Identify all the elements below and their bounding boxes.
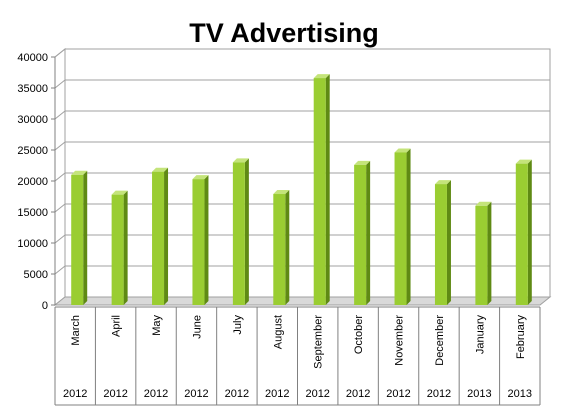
bar-may xyxy=(152,167,169,305)
bar-march xyxy=(71,170,88,305)
category-table: March 2012 April 2012 May 2012 June 2012 July 201… xyxy=(54,306,541,406)
year-label: 2012 xyxy=(427,388,451,400)
year-label: 2012 xyxy=(265,388,289,400)
year-label: 2013 xyxy=(508,388,532,400)
gridlines xyxy=(54,48,550,275)
gridline-diagonal xyxy=(54,110,66,120)
y-tick-label: 0 xyxy=(42,300,48,312)
bar-front xyxy=(354,164,367,305)
category-label: August xyxy=(272,315,284,349)
bar-top xyxy=(394,148,411,153)
bar-top xyxy=(515,159,532,164)
bar-front xyxy=(111,194,124,305)
category-label: November xyxy=(394,315,406,366)
y-tick-label: 40000 xyxy=(17,52,48,64)
bar-top xyxy=(475,201,492,206)
bar-side xyxy=(244,158,249,305)
gridline-diagonal xyxy=(54,141,66,151)
y-tick-label: 35000 xyxy=(17,83,48,95)
y-axis-ticks: 0 5000 10000 15000 20000 25000 30000 35000 40000 xyxy=(17,52,56,312)
y-tick-label: 20000 xyxy=(17,176,48,188)
year-label: 2013 xyxy=(467,388,491,400)
bar-july xyxy=(232,158,249,305)
gridline-diagonal xyxy=(54,79,66,89)
gridline-diagonal xyxy=(54,203,66,213)
bar-side xyxy=(83,170,88,305)
category-label: May xyxy=(151,315,163,336)
y-tick-label: 30000 xyxy=(17,114,48,126)
bar-front xyxy=(515,163,528,305)
category-label: October xyxy=(353,315,365,354)
year-label: 2012 xyxy=(386,388,410,400)
category-label: December xyxy=(434,315,446,366)
bar-june xyxy=(192,175,209,305)
bar-front xyxy=(273,194,286,305)
y-tick-label: 10000 xyxy=(17,238,48,250)
bar-december xyxy=(434,180,451,305)
year-label: 2012 xyxy=(305,388,329,400)
year-label: 2012 xyxy=(144,388,168,400)
bar-january xyxy=(475,201,492,305)
bar-front xyxy=(71,174,84,305)
bar-side xyxy=(487,201,492,305)
year-label: 2012 xyxy=(103,388,127,400)
gridline-diagonal xyxy=(54,172,66,182)
category-label: January xyxy=(474,315,486,355)
bar-front xyxy=(192,179,205,305)
bar-side xyxy=(204,175,209,305)
bar-front xyxy=(152,171,165,305)
bar-top xyxy=(354,160,371,165)
category-label: June xyxy=(191,315,203,339)
category-label: March xyxy=(70,315,82,346)
bar-top xyxy=(192,175,209,180)
y-tick-label: 5000 xyxy=(24,269,48,281)
chart-title: TV Advertising xyxy=(189,18,379,48)
bar-side xyxy=(325,74,330,305)
bar-top xyxy=(152,167,169,172)
bar-front xyxy=(394,152,407,305)
year-label: 2012 xyxy=(184,388,208,400)
category-label: September xyxy=(313,315,325,369)
bar-february xyxy=(515,159,532,305)
bar-side xyxy=(446,180,451,305)
bar-side xyxy=(406,148,411,305)
bar-top xyxy=(232,158,249,163)
bar-side xyxy=(285,190,290,305)
bar-side xyxy=(527,159,532,305)
y-tick-label: 15000 xyxy=(17,207,48,219)
category-label: April xyxy=(111,315,123,337)
bar-front xyxy=(313,78,326,305)
bar-side xyxy=(366,160,371,305)
gridline-diagonal xyxy=(54,48,66,58)
gridline-diagonal xyxy=(54,234,66,244)
bar-april xyxy=(111,190,128,305)
bar-top xyxy=(434,180,451,185)
bar-top xyxy=(71,170,88,175)
category-label: February xyxy=(515,315,527,360)
year-label: 2012 xyxy=(63,388,87,400)
bar-top xyxy=(313,74,330,79)
bar-november xyxy=(394,148,411,305)
bars xyxy=(71,74,532,305)
floor xyxy=(53,296,552,306)
bar-top xyxy=(111,190,128,195)
bar-front xyxy=(434,184,447,305)
bar-september xyxy=(313,74,330,305)
gridline-diagonal xyxy=(54,265,66,275)
category-label: July xyxy=(232,315,244,335)
y-tick-label: 25000 xyxy=(17,145,48,157)
bar-front xyxy=(232,162,245,305)
bar-top xyxy=(273,190,290,195)
year-label: 2012 xyxy=(346,388,370,400)
bar-august xyxy=(273,190,290,305)
bar-front xyxy=(475,205,488,305)
bar-october xyxy=(354,160,371,305)
year-label: 2012 xyxy=(225,388,249,400)
bar-side xyxy=(164,167,169,305)
bar-side xyxy=(123,190,128,305)
